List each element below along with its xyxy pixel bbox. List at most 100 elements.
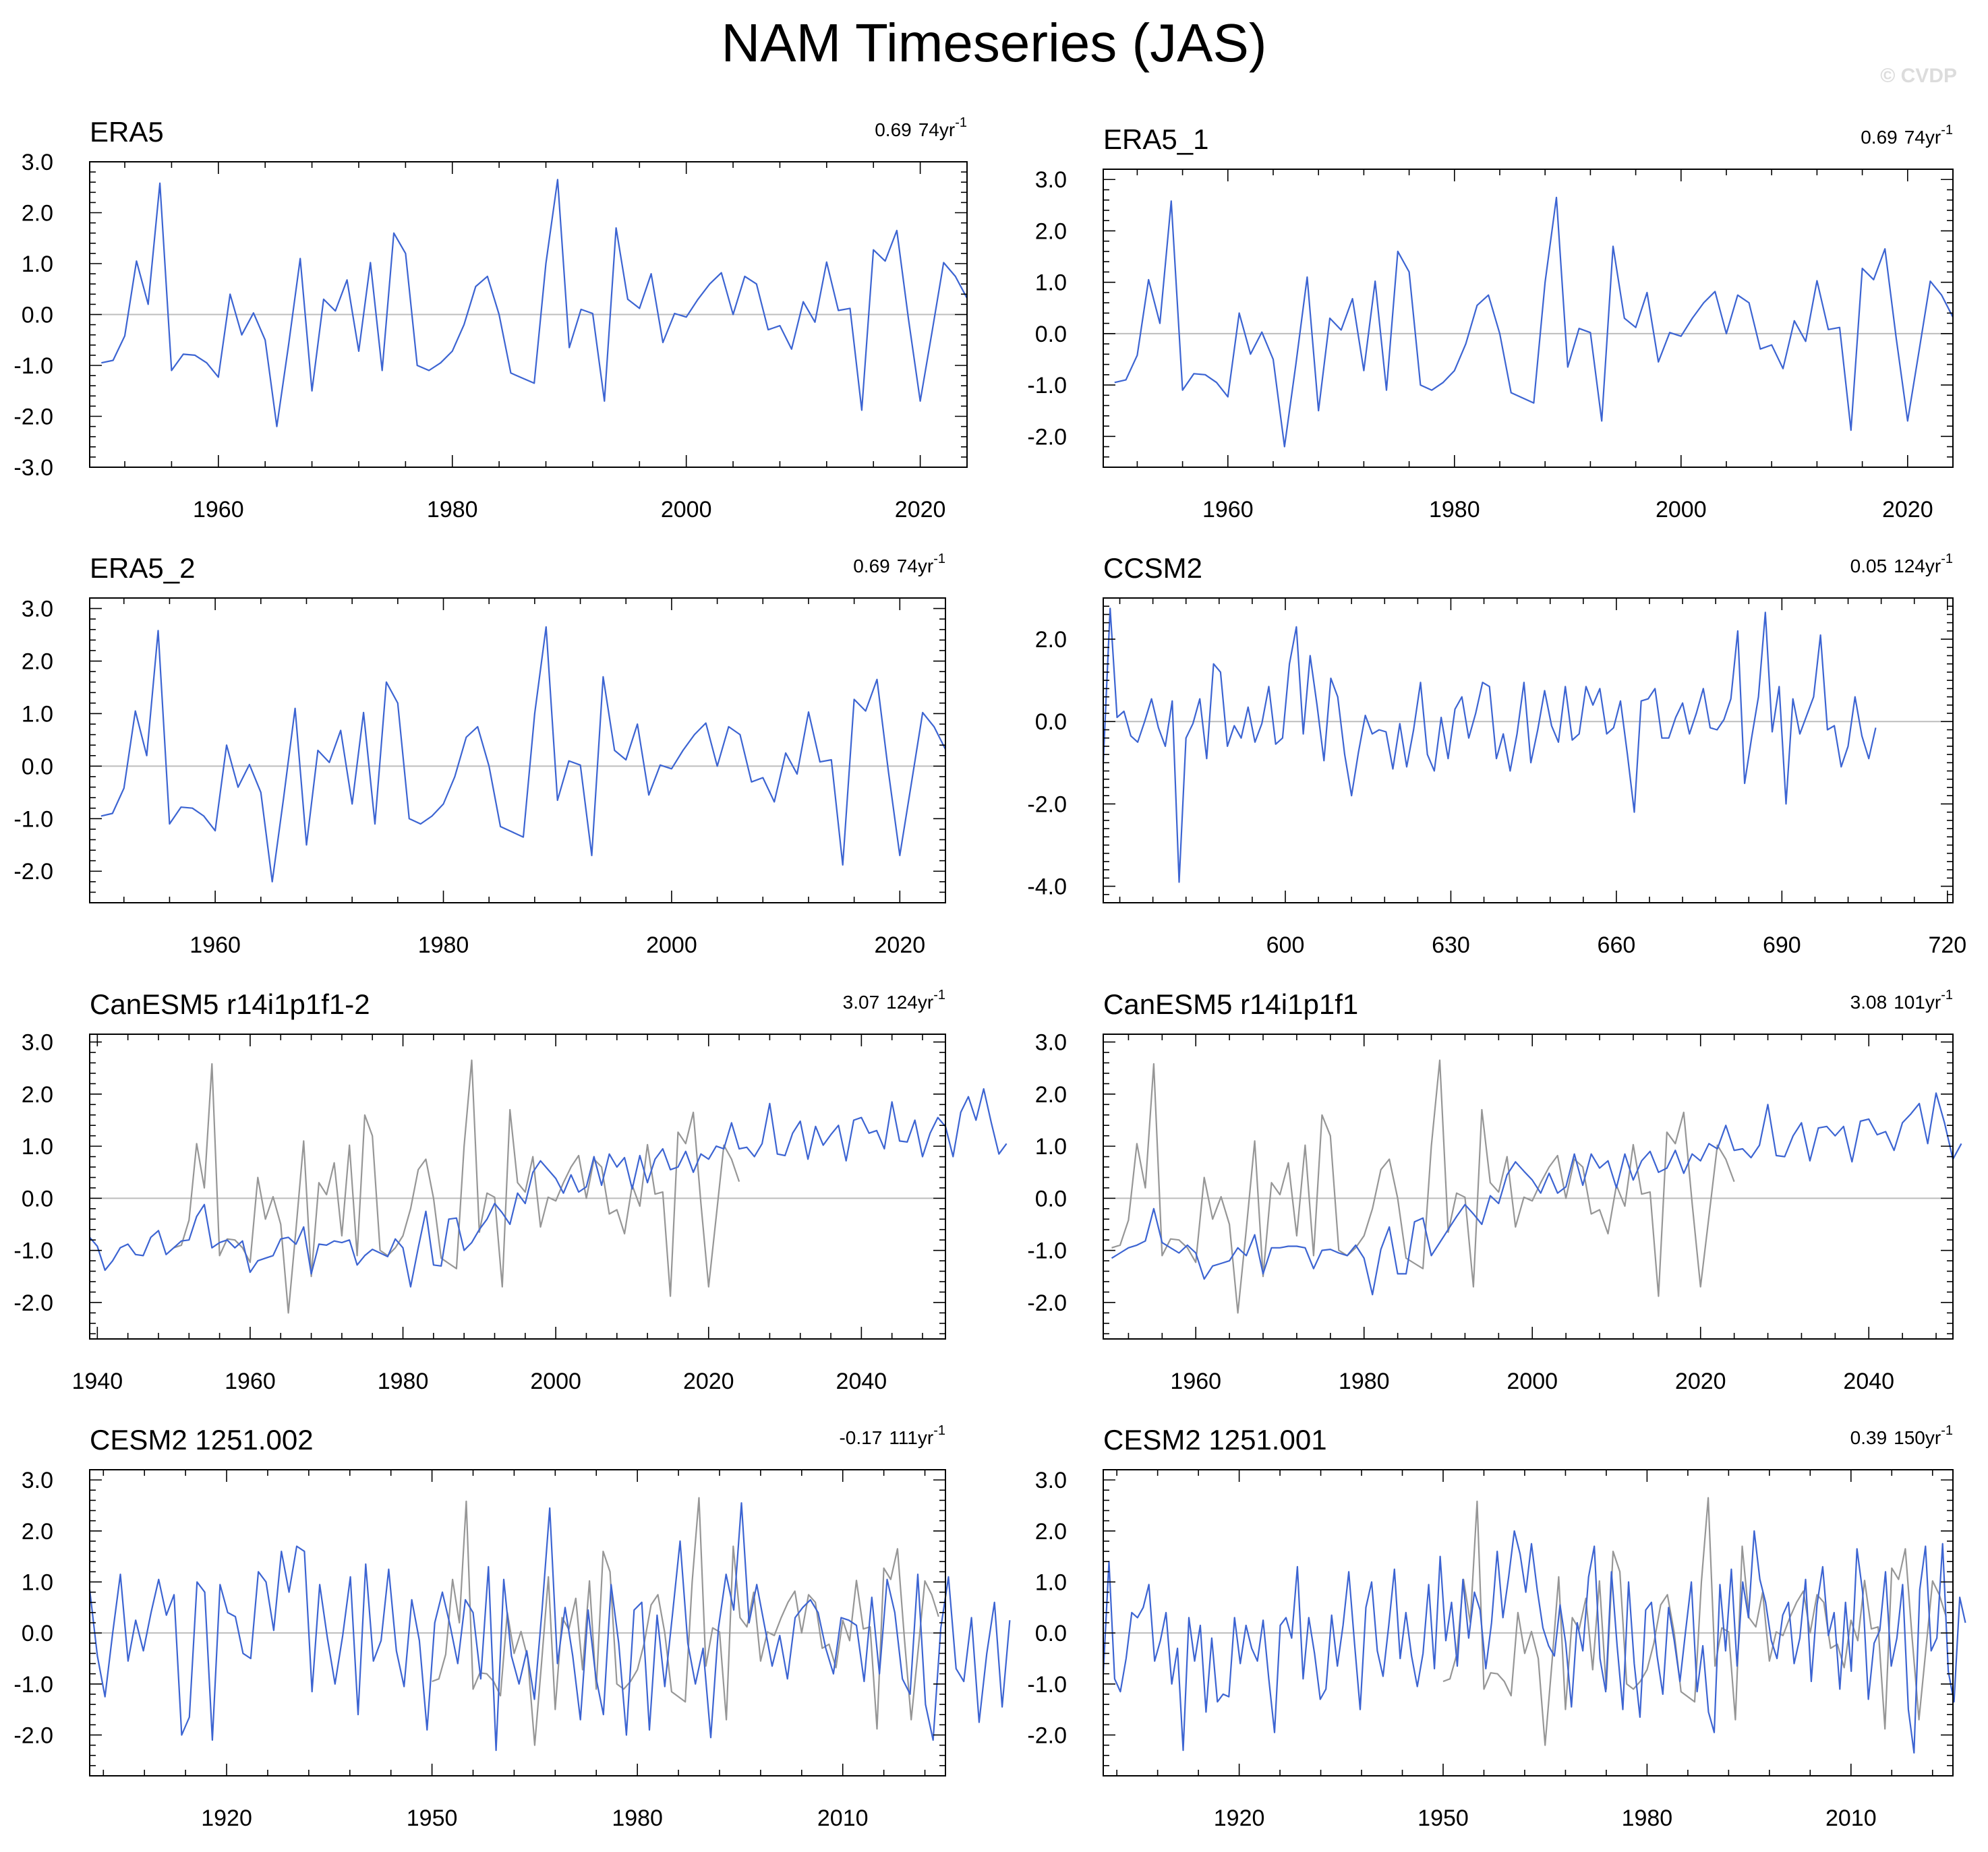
panel-stats: 0.39 150yr-1 bbox=[1850, 1423, 1953, 1448]
record-length: 74yr bbox=[1904, 127, 1941, 148]
x-tick-label: 2000 bbox=[1656, 497, 1707, 522]
model-series-line bbox=[89, 1087, 1007, 1288]
panel-stats: 0.05 124yr-1 bbox=[1850, 551, 1953, 576]
x-tick-label: 2020 bbox=[895, 497, 946, 522]
y-tick-label: -2.0 bbox=[13, 405, 53, 430]
y-tick-label: -2.0 bbox=[13, 859, 53, 885]
panel-stats: -0.17 111yr-1 bbox=[839, 1423, 945, 1448]
record-length: 124yr bbox=[886, 992, 933, 1013]
record-length-exponent: -1 bbox=[1941, 123, 1953, 138]
model-series-line bbox=[101, 179, 968, 427]
record-length-exponent: -1 bbox=[1941, 551, 1953, 566]
correlation-value: 0.69 bbox=[875, 119, 912, 140]
y-tick-label: 1.0 bbox=[1035, 1570, 1067, 1595]
x-tick-label: 1960 bbox=[225, 1369, 276, 1394]
model-series-line bbox=[1114, 196, 1954, 448]
y-tick-label: -4.0 bbox=[1027, 874, 1067, 900]
y-tick-label: -2.0 bbox=[1027, 1290, 1067, 1316]
y-tick-label: -1.0 bbox=[1027, 1672, 1067, 1698]
plot-frame bbox=[1103, 1469, 1954, 1776]
x-tick-label: 600 bbox=[1266, 932, 1305, 958]
chart-panel-2: -2.0 -1.0 0.0 1.0 2.0 3.0 1960 1980 2000 2020 ERA5… bbox=[1027, 123, 1954, 522]
y-tick-label: -1.0 bbox=[1027, 1238, 1067, 1264]
x-tick-label: 2000 bbox=[661, 497, 712, 522]
obs-series-line bbox=[1442, 1497, 1947, 1746]
panel-stats: 3.07 124yr-1 bbox=[843, 988, 945, 1013]
y-tick-label: 0.0 bbox=[22, 1186, 53, 1212]
record-length: 74yr bbox=[897, 556, 933, 576]
y-tick-label: 2.0 bbox=[22, 649, 53, 675]
y-tick-label: 0.0 bbox=[22, 1621, 53, 1646]
x-tick-label: 630 bbox=[1432, 932, 1470, 958]
chart-panel-8: -2.0 -1.0 0.0 1.0 2.0 3.0 1920 1950 1980 2010 CESM… bbox=[1027, 1423, 1966, 1831]
x-tick-label: 2040 bbox=[1843, 1369, 1894, 1394]
record-length-exponent: -1 bbox=[1941, 988, 1953, 1003]
y-tick-label: 2.0 bbox=[22, 1519, 53, 1545]
x-tick-label: 2000 bbox=[530, 1369, 581, 1394]
y-tick-label: 3.0 bbox=[1035, 167, 1067, 193]
record-length: 101yr bbox=[1894, 992, 1941, 1013]
record-length: 150yr bbox=[1894, 1427, 1941, 1448]
x-tick-label: 2010 bbox=[1825, 1805, 1877, 1831]
model-series-line bbox=[88, 1502, 1011, 1752]
correlation-value: -0.17 bbox=[839, 1427, 882, 1448]
y-tick-label: 3.0 bbox=[22, 1030, 53, 1056]
y-tick-label: -2.0 bbox=[1027, 791, 1067, 817]
x-tick-label: 1980 bbox=[1622, 1805, 1673, 1831]
y-tick-label: 0.0 bbox=[1035, 1621, 1067, 1646]
x-tick-label: 2000 bbox=[646, 932, 697, 958]
x-tick-label: 1920 bbox=[201, 1805, 252, 1831]
model-series-line bbox=[1102, 1530, 1966, 1754]
x-tick-label: 2010 bbox=[817, 1805, 869, 1831]
x-tick-label: 1950 bbox=[1417, 1805, 1469, 1831]
chart-panel-6: -2.0 -1.0 0.0 1.0 2.0 3.0 1960 1980 2000 2020 2040… bbox=[1027, 988, 1962, 1394]
figure-title: NAM Timeseries (JAS) bbox=[721, 13, 1267, 73]
y-tick-label: 2.0 bbox=[22, 1082, 53, 1108]
x-tick-label: 1960 bbox=[193, 497, 244, 522]
x-tick-label: 1960 bbox=[1202, 497, 1254, 522]
x-tick-label: 2020 bbox=[874, 932, 925, 958]
panel-stats: 0.69 74yr-1 bbox=[853, 551, 945, 576]
y-tick-label: 3.0 bbox=[1035, 1030, 1067, 1056]
record-length: 111yr bbox=[889, 1427, 933, 1448]
correlation-value: 0.39 bbox=[1850, 1427, 1888, 1448]
x-tick-label: 660 bbox=[1598, 932, 1636, 958]
y-tick-label: 2.0 bbox=[22, 201, 53, 227]
y-tick-label: -2.0 bbox=[13, 1290, 53, 1316]
plot-frame bbox=[1103, 169, 1954, 468]
x-tick-label: 2040 bbox=[836, 1369, 887, 1394]
panel-stats: 0.69 74yr-1 bbox=[1861, 123, 1953, 148]
x-tick-label: 1980 bbox=[1339, 1369, 1390, 1394]
y-tick-label: 0.0 bbox=[1035, 1186, 1067, 1212]
x-tick-label: 2020 bbox=[1882, 497, 1933, 522]
y-tick-label: 0.0 bbox=[22, 754, 53, 779]
y-tick-label: 0.0 bbox=[22, 303, 53, 328]
y-tick-label: 0.0 bbox=[1035, 322, 1067, 347]
y-tick-label: -1.0 bbox=[13, 1238, 53, 1264]
chart-panel-7: -2.0 -1.0 0.0 1.0 2.0 3.0 1920 1950 1980 2010 CESM… bbox=[13, 1423, 1011, 1831]
model-series-line bbox=[1102, 607, 1877, 883]
x-tick-label: 1980 bbox=[612, 1805, 663, 1831]
x-tick-label: 1960 bbox=[189, 932, 241, 958]
y-tick-label: 1.0 bbox=[22, 251, 53, 277]
y-tick-label: -2.0 bbox=[1027, 424, 1067, 450]
y-tick-label: 3.0 bbox=[22, 1468, 53, 1493]
record-length-exponent: -1 bbox=[933, 988, 945, 1003]
chart-panel-1: -3.0 -2.0 -1.0 0.0 1.0 2.0 3.0 1960 1980 2000 2020… bbox=[13, 115, 968, 522]
panel-title: ERA5_1 bbox=[1103, 123, 1208, 155]
plot-frame bbox=[1103, 597, 1954, 903]
y-tick-label: -1.0 bbox=[13, 1672, 53, 1698]
correlation-value: 0.69 bbox=[853, 556, 890, 576]
chart-panel-5: -2.0 -1.0 0.0 1.0 2.0 3.0 1940 1960 1980 2000 2020… bbox=[13, 988, 1007, 1394]
panel-title: CCSM2 bbox=[1103, 552, 1202, 584]
x-tick-label: 2020 bbox=[1675, 1369, 1726, 1394]
plot-frame bbox=[1103, 1034, 1954, 1340]
x-tick-label: 1980 bbox=[427, 497, 478, 522]
x-tick-label: 1980 bbox=[1429, 497, 1480, 522]
record-length-exponent: -1 bbox=[955, 115, 967, 130]
y-tick-label: -1.0 bbox=[13, 353, 53, 379]
panel-stats: 0.69 74yr-1 bbox=[875, 115, 967, 140]
y-tick-label: 3.0 bbox=[1035, 1468, 1067, 1493]
x-tick-label: 1940 bbox=[72, 1369, 123, 1394]
y-tick-label: 2.0 bbox=[1035, 1519, 1067, 1545]
